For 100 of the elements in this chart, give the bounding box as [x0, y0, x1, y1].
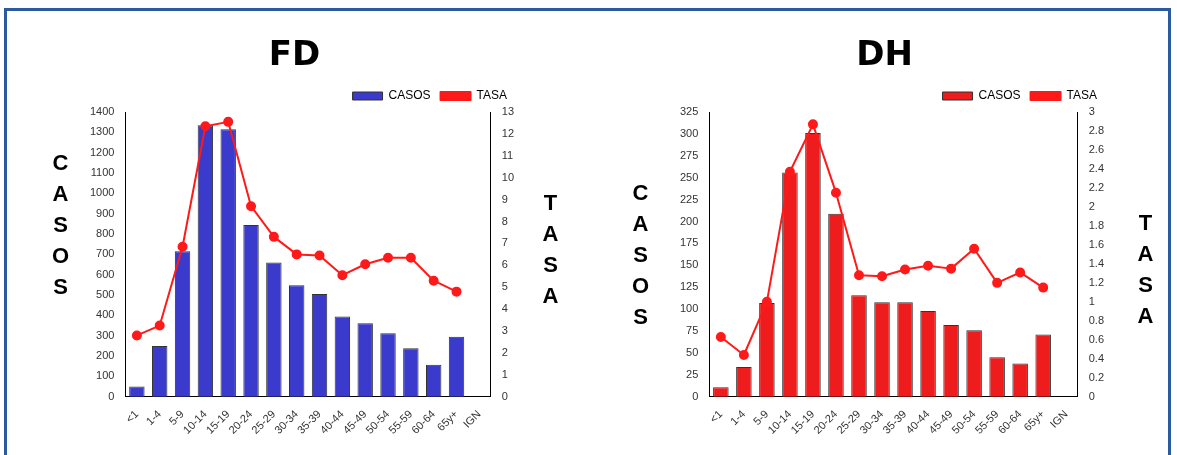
- y-tick-label: 600: [96, 267, 115, 280]
- y2-tick-label: 0: [501, 389, 508, 402]
- x-tick-label: 1-4: [727, 407, 748, 428]
- chart-title: DH: [855, 33, 914, 73]
- point: [854, 270, 864, 281]
- legend-label: CASOS: [388, 88, 431, 103]
- y-tick-label: 300: [679, 126, 699, 139]
- y-tick-label: 325: [679, 105, 699, 118]
- y2-tick-label: 5: [501, 280, 508, 293]
- y-tick-label: 700: [96, 247, 115, 260]
- point: [807, 119, 818, 130]
- y2-tick-label: 4: [501, 302, 508, 315]
- point: [360, 259, 371, 270]
- y-tick-label: 1200: [89, 145, 115, 158]
- y2-axis-title: TASA: [1132, 210, 1158, 334]
- y2-tick-label: 2.2: [1088, 180, 1105, 193]
- y-tick-label: 400: [96, 308, 115, 321]
- point: [877, 271, 888, 282]
- y-tick-label: 1100: [90, 166, 115, 179]
- chart-title: FD: [267, 33, 322, 73]
- point: [200, 121, 211, 132]
- y2-tick-label: 12: [501, 126, 515, 139]
- point: [383, 252, 394, 263]
- y-axis-title: CASOS: [627, 180, 653, 335]
- y2-tick-label: 2: [501, 345, 508, 358]
- point: [1038, 282, 1049, 293]
- y-tick-label: 225: [679, 192, 699, 205]
- y2-tick-label: 0: [1088, 389, 1095, 402]
- y2-tick-label: 8: [501, 214, 508, 227]
- point: [177, 241, 188, 252]
- x-tick-label: IGN: [1047, 407, 1070, 430]
- y2-tick-label: 3: [1088, 105, 1095, 118]
- x-tick-label: 1-4: [143, 407, 164, 428]
- point: [154, 320, 165, 331]
- point: [761, 296, 772, 307]
- point: [923, 260, 934, 271]
- x-tick-label: <1: [707, 407, 725, 425]
- point: [314, 250, 325, 261]
- y2-tick-label: 1.6: [1088, 237, 1105, 250]
- point: [992, 277, 1003, 288]
- point: [337, 270, 348, 281]
- y-tick-label: 0: [692, 389, 699, 402]
- y2-tick-label: 2.4: [1088, 161, 1105, 174]
- point: [715, 331, 726, 342]
- x-tick-label: 5-9: [166, 407, 187, 428]
- y2-tick-label: 2.6: [1088, 143, 1105, 155]
- y2-tick-label: 1: [1088, 294, 1095, 307]
- y-tick-label: 300: [96, 328, 115, 341]
- point: [223, 116, 234, 127]
- y2-tick-label: 10: [501, 170, 515, 183]
- point: [946, 263, 957, 274]
- y2-tick-label: 0.8: [1088, 313, 1105, 326]
- y-tick-label: 100: [96, 369, 115, 382]
- y-tick-label: 175: [679, 236, 699, 249]
- y2-tick-label: 1.2: [1088, 275, 1105, 288]
- y2-tick-label: 2: [1088, 199, 1095, 212]
- y-tick-label: 1300: [89, 125, 115, 138]
- point: [738, 350, 749, 361]
- y-tick-label: 75: [686, 324, 699, 337]
- y2-tick-label: 0.4: [1088, 351, 1105, 364]
- y2-axis-title: TASA: [537, 190, 563, 314]
- y-tick-label: 25: [686, 367, 699, 380]
- y-tick-label: 500: [96, 288, 115, 301]
- y-tick-label: 275: [679, 148, 699, 161]
- x-tick-label: IGN: [460, 407, 483, 430]
- point: [830, 187, 841, 198]
- y2-tick-label: 6: [501, 258, 508, 271]
- point: [268, 231, 279, 242]
- y2-tick-label: 3: [501, 324, 508, 337]
- y2-tick-label: 7: [501, 236, 508, 249]
- y-tick-label: 200: [96, 349, 115, 362]
- point: [428, 275, 439, 286]
- y2-tick-label: 1.4: [1088, 256, 1105, 269]
- y2-tick-label: 11: [501, 148, 514, 161]
- y2-tick-label: 2.8: [1088, 124, 1105, 137]
- y2-tick-label: 0.2: [1088, 370, 1105, 383]
- y-tick-label: 900: [96, 206, 115, 219]
- legend-label: TASA: [1066, 88, 1097, 103]
- point: [900, 264, 911, 275]
- y2-tick-label: 13: [501, 105, 515, 118]
- point: [291, 249, 302, 260]
- y-tick-label: 250: [679, 170, 699, 183]
- y-tick-label: 100: [679, 302, 699, 315]
- y2-tick-label: 1: [501, 367, 508, 380]
- y-axis-title: CASOS: [47, 150, 73, 305]
- point: [131, 330, 142, 341]
- y-tick-label: 800: [96, 227, 115, 240]
- legend-label: CASOS: [978, 88, 1021, 103]
- y-tick-label: 1000: [89, 186, 115, 199]
- y-tick-label: 0: [108, 389, 115, 402]
- point: [405, 252, 416, 263]
- y-tick-label: 125: [679, 280, 699, 293]
- y-tick-label: 200: [679, 214, 699, 227]
- y-tick-label: 50: [686, 345, 699, 358]
- point: [451, 286, 462, 297]
- x-tick-label: <1: [123, 407, 141, 425]
- point: [969, 243, 980, 254]
- point: [1015, 267, 1026, 278]
- y2-tick-label: 1.8: [1088, 218, 1105, 231]
- y-tick-label: 150: [679, 258, 699, 271]
